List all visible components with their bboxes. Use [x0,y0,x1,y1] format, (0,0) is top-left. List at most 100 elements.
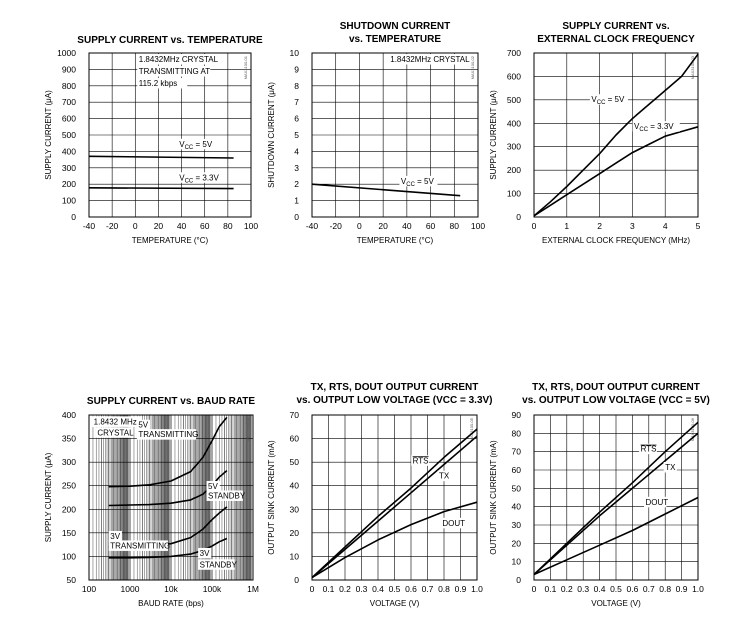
annotation-label: 3V [110,532,120,541]
y-tick-label: 800 [62,81,76,91]
annotation-label: TRANSMITTING [110,541,170,550]
y-tick-label: 350 [62,434,76,444]
y-axis-label: SHUTDOWN CURRENT (μA) [267,82,276,188]
y-axis-label: OUTPUT SINK CURRENT (mA) [489,440,498,555]
annotation-label: RTS [641,445,657,454]
y-axis-label: SUPPLY CURRENT (μA) [489,90,498,180]
y-tick-label: 50 [512,483,522,493]
y-axis-label: SUPPLY CURRENT (μA) [44,452,53,542]
x-tick-label: 1.0 [692,584,704,594]
annotation-label: 5V [138,421,148,430]
y-tick-label: 20 [290,528,300,538]
annotation-backing [137,54,220,65]
series-line-2 [311,435,478,579]
annotation-label: STANDBY [208,491,246,500]
x-tick-label: 80 [450,221,460,231]
x-tick-label: 0.6 [626,584,638,594]
y-tick-label: 7 [294,97,299,107]
chart-panel-1: SUPPLY CURRENT vs. TEMPERATURE0100200300… [44,35,263,245]
series-line-3 [533,496,699,576]
plot-frame [311,414,478,581]
y-tick-label: 30 [290,504,300,514]
x-tick-label: 0.8 [438,584,450,594]
x-axis-label: BAUD RATE (bps) [138,599,204,608]
annotation-label: VCC = 5V [401,177,435,188]
annotation-label: 115.2 kbps [139,79,178,88]
x-tick-label: 40 [177,221,187,231]
series-line-3 [311,501,478,579]
y-tick-label: 0 [294,212,299,222]
y-tick-label: 90 [512,410,522,420]
x-tick-label: 0.3 [356,584,368,594]
annotation-label: TX [665,463,676,472]
y-tick-label: 3 [294,163,299,173]
series-line-1 [533,53,699,217]
series-line-1 [311,183,461,197]
series-line-2 [108,469,228,507]
x-tick-label: 0.7 [643,584,655,594]
annotation-backing [177,138,216,150]
y-tick-label: 70 [512,447,522,457]
y-tick-label: 8 [294,81,299,91]
y-tick-label: 100 [62,196,76,206]
chart-title: EXTERNAL CLOCK FREQUENCY [537,34,695,45]
y-tick-label: 1000 [57,48,76,58]
chart-title: SUPPLY CURRENT vs. [562,21,669,32]
annotation-backing [198,547,212,559]
plot-frame [311,52,479,218]
x-tick-label: 4 [663,221,668,231]
annotation-backing [589,94,628,105]
x-axis-label: TEMPERATURE (°C) [132,236,209,245]
annotation-backing [663,462,677,473]
chart-title: TX, RTS, DOUT OUTPUT CURRENT [311,382,479,393]
y-tick-label: 0 [294,575,299,585]
y-tick-label: 150 [62,528,76,538]
annotation-backing [411,455,429,466]
x-tick-label: 100k [203,584,222,594]
annotation-backing [644,496,667,508]
x-tick-label: 100 [471,221,485,231]
y-tick-label: 700 [507,48,521,58]
annotation-label: DOUT [646,498,669,507]
y-tick-label: 70 [290,410,300,420]
x-tick-label: 0.5 [610,584,622,594]
annotation-label: 1.8432 MHz [94,417,137,426]
chart-panel-4: SUPPLY CURRENT vs. BAUD RATE 50 100 150 200 2… [44,396,259,608]
chart-title: vs. OUTPUT LOW VOLTAGE (VCC = 3.3V) [296,395,492,406]
y-tick-label: 6 [294,114,299,124]
chart-title: SUPPLY CURRENT vs. BAUD RATE [87,396,256,407]
x-tick-label: 0.9 [455,584,467,594]
annotation-label: DOUT [442,519,465,528]
y-tick-label: 40 [512,502,522,512]
y-tick-label: 600 [62,114,76,124]
y-tick-label: 1 [294,196,299,206]
x-tick-label: 0.2 [339,584,351,594]
x-tick-label: 1 [564,221,569,231]
annotation-backing [136,419,151,431]
y-tick-label: 40 [290,481,300,491]
plot-frame [533,52,699,218]
annotation-backing [399,175,438,187]
x-tick-label: 40 [402,221,412,231]
x-tick-label: -20 [106,221,119,231]
series-line-2 [533,126,699,217]
chart-caption: MAX3100-05 [469,417,474,441]
x-tick-label: 0.7 [422,584,434,594]
y-tick-label: 60 [512,465,522,475]
y-tick-label: 80 [512,428,522,438]
series-line-1 [88,155,234,159]
y-tick-label: 900 [62,64,76,74]
chart-caption: MAX3100-03 [690,55,695,79]
y-tick-label: 300 [62,457,76,467]
x-tick-label: 60 [426,221,436,231]
x-tick-label: 0.9 [676,584,688,594]
x-tick-label: 3 [630,221,635,231]
plot-frame [88,414,254,581]
annotation-backing [137,77,188,89]
y-axis-label: OUTPUT SINK CURRENT (mA) [267,440,276,555]
series-line-2 [533,432,699,576]
y-axis-label: SUPPLY CURRENT (μA) [44,90,53,180]
x-tick-label: 60 [200,221,210,231]
chart-panel-5: TX, RTS, DOUT OUTPUT CURRENT vs. OUTPUT L… [267,382,493,608]
y-tick-label: 500 [507,95,521,105]
